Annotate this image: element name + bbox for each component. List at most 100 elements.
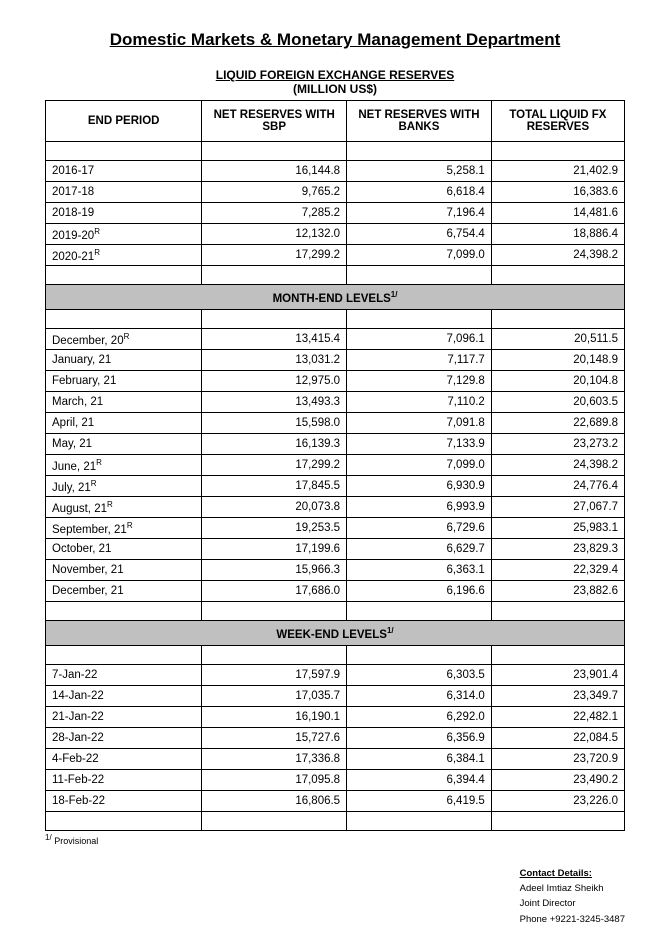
- cell-period: 2017-18: [46, 182, 202, 203]
- cell-total: 20,603.5: [491, 392, 624, 413]
- footnote-marker: 1/: [45, 833, 52, 842]
- cell-sbp: 7,285.2: [202, 203, 347, 224]
- cell-banks: 7,091.8: [347, 413, 492, 434]
- cell-total: 23,273.2: [491, 434, 624, 455]
- page-title: Domestic Markets & Monetary Management D…: [45, 30, 625, 50]
- cell-sbp: 17,299.2: [202, 245, 347, 266]
- spacer-row: [46, 812, 625, 831]
- header-row: END PERIOD NET RESERVES WITH SBP NET RES…: [46, 101, 625, 142]
- contact-title: Joint Director: [520, 896, 625, 911]
- cell-period: April, 21: [46, 413, 202, 434]
- cell-period: November, 21: [46, 560, 202, 581]
- cell-banks: 6,930.9: [347, 476, 492, 497]
- contact-phone: Phone +9221-3245-3487: [520, 912, 625, 927]
- cell-sbp: 15,966.3: [202, 560, 347, 581]
- cell-banks: 7,133.9: [347, 434, 492, 455]
- cell-period: 21-Jan-22: [46, 707, 202, 728]
- table-row: March, 2113,493.37,110.220,603.5: [46, 392, 625, 413]
- cell-total: 16,383.6: [491, 182, 624, 203]
- table-row: December, 2117,686.06,196.623,882.6: [46, 581, 625, 602]
- cell-total: 22,689.8: [491, 413, 624, 434]
- unit-label: (MILLION US$): [45, 82, 625, 96]
- cell-sbp: 9,765.2: [202, 182, 347, 203]
- cell-total: 23,901.4: [491, 665, 624, 686]
- cell-sbp: 20,073.8: [202, 497, 347, 518]
- cell-sbp: 16,144.8: [202, 161, 347, 182]
- table-row: 2016-1716,144.85,258.121,402.9: [46, 161, 625, 182]
- cell-banks: 6,303.5: [347, 665, 492, 686]
- cell-sbp: 16,190.1: [202, 707, 347, 728]
- table-row: 2019-20R12,132.06,754.418,886.4: [46, 224, 625, 245]
- cell-sbp: 16,139.3: [202, 434, 347, 455]
- cell-total: 18,886.4: [491, 224, 624, 245]
- cell-sbp: 17,299.2: [202, 455, 347, 476]
- spacer-row: [46, 142, 625, 161]
- table-row: April, 2115,598.07,091.822,689.8: [46, 413, 625, 434]
- cell-banks: 5,258.1: [347, 161, 492, 182]
- cell-total: 23,226.0: [491, 791, 624, 812]
- cell-total: 20,148.9: [491, 350, 624, 371]
- reserves-table: END PERIOD NET RESERVES WITH SBP NET RES…: [45, 100, 625, 831]
- cell-banks: 6,292.0: [347, 707, 492, 728]
- cell-banks: 6,618.4: [347, 182, 492, 203]
- table-row: August, 21R20,073.86,993.927,067.7: [46, 497, 625, 518]
- table-row: 2017-189,765.26,618.416,383.6: [46, 182, 625, 203]
- cell-total: 23,720.9: [491, 749, 624, 770]
- cell-banks: 6,754.4: [347, 224, 492, 245]
- cell-sbp: 17,035.7: [202, 686, 347, 707]
- cell-sbp: 17,095.8: [202, 770, 347, 791]
- cell-sbp: 17,597.9: [202, 665, 347, 686]
- cell-period: 18-Feb-22: [46, 791, 202, 812]
- section-header: MONTH-END LEVELS1/: [46, 285, 625, 310]
- cell-total: 22,329.4: [491, 560, 624, 581]
- cell-sbp: 13,493.3: [202, 392, 347, 413]
- spacer-row: [46, 266, 625, 285]
- cell-sbp: 19,253.5: [202, 518, 347, 539]
- cell-total: 22,084.5: [491, 728, 624, 749]
- cell-period: September, 21R: [46, 518, 202, 539]
- table-row: November, 2115,966.36,363.122,329.4: [46, 560, 625, 581]
- spacer-row: [46, 310, 625, 329]
- cell-period: June, 21R: [46, 455, 202, 476]
- table-row: 14-Jan-2217,035.76,314.023,349.7: [46, 686, 625, 707]
- cell-period: February, 21: [46, 371, 202, 392]
- cell-sbp: 13,415.4: [202, 329, 347, 350]
- cell-period: May, 21: [46, 434, 202, 455]
- footnote: 1/ Provisional: [45, 833, 625, 846]
- col-period: END PERIOD: [46, 101, 202, 142]
- spacer-row: [46, 646, 625, 665]
- cell-banks: 6,729.6: [347, 518, 492, 539]
- cell-banks: 6,384.1: [347, 749, 492, 770]
- cell-period: 7-Jan-22: [46, 665, 202, 686]
- cell-banks: 7,117.7: [347, 350, 492, 371]
- cell-period: March, 21: [46, 392, 202, 413]
- cell-banks: 6,629.7: [347, 539, 492, 560]
- table-row: June, 21R17,299.27,099.024,398.2: [46, 455, 625, 476]
- cell-total: 23,349.7: [491, 686, 624, 707]
- cell-period: 11-Feb-22: [46, 770, 202, 791]
- contact-heading: Contact Details:: [520, 866, 625, 881]
- cell-banks: 7,129.8: [347, 371, 492, 392]
- cell-sbp: 16,806.5: [202, 791, 347, 812]
- cell-period: 2018-19: [46, 203, 202, 224]
- cell-period: 14-Jan-22: [46, 686, 202, 707]
- table-row: December, 20R13,415.47,096.120,511.5: [46, 329, 625, 350]
- cell-period: 2020-21R: [46, 245, 202, 266]
- spacer-row: [46, 602, 625, 621]
- table-row: 2020-21R17,299.27,099.024,398.2: [46, 245, 625, 266]
- table-row: 7-Jan-2217,597.96,303.523,901.4: [46, 665, 625, 686]
- cell-period: 2016-17: [46, 161, 202, 182]
- cell-total: 24,776.4: [491, 476, 624, 497]
- cell-period: January, 21: [46, 350, 202, 371]
- cell-total: 21,402.9: [491, 161, 624, 182]
- table-row: 2018-197,285.27,196.414,481.6: [46, 203, 625, 224]
- col-total: TOTAL LIQUID FX RESERVES: [491, 101, 624, 142]
- table-row: 4-Feb-2217,336.86,384.123,720.9: [46, 749, 625, 770]
- cell-banks: 6,363.1: [347, 560, 492, 581]
- cell-sbp: 13,031.2: [202, 350, 347, 371]
- section-header: WEEK-END LEVELS1/: [46, 621, 625, 646]
- cell-banks: 6,419.5: [347, 791, 492, 812]
- cell-total: 20,104.8: [491, 371, 624, 392]
- cell-period: 2019-20R: [46, 224, 202, 245]
- cell-total: 27,067.7: [491, 497, 624, 518]
